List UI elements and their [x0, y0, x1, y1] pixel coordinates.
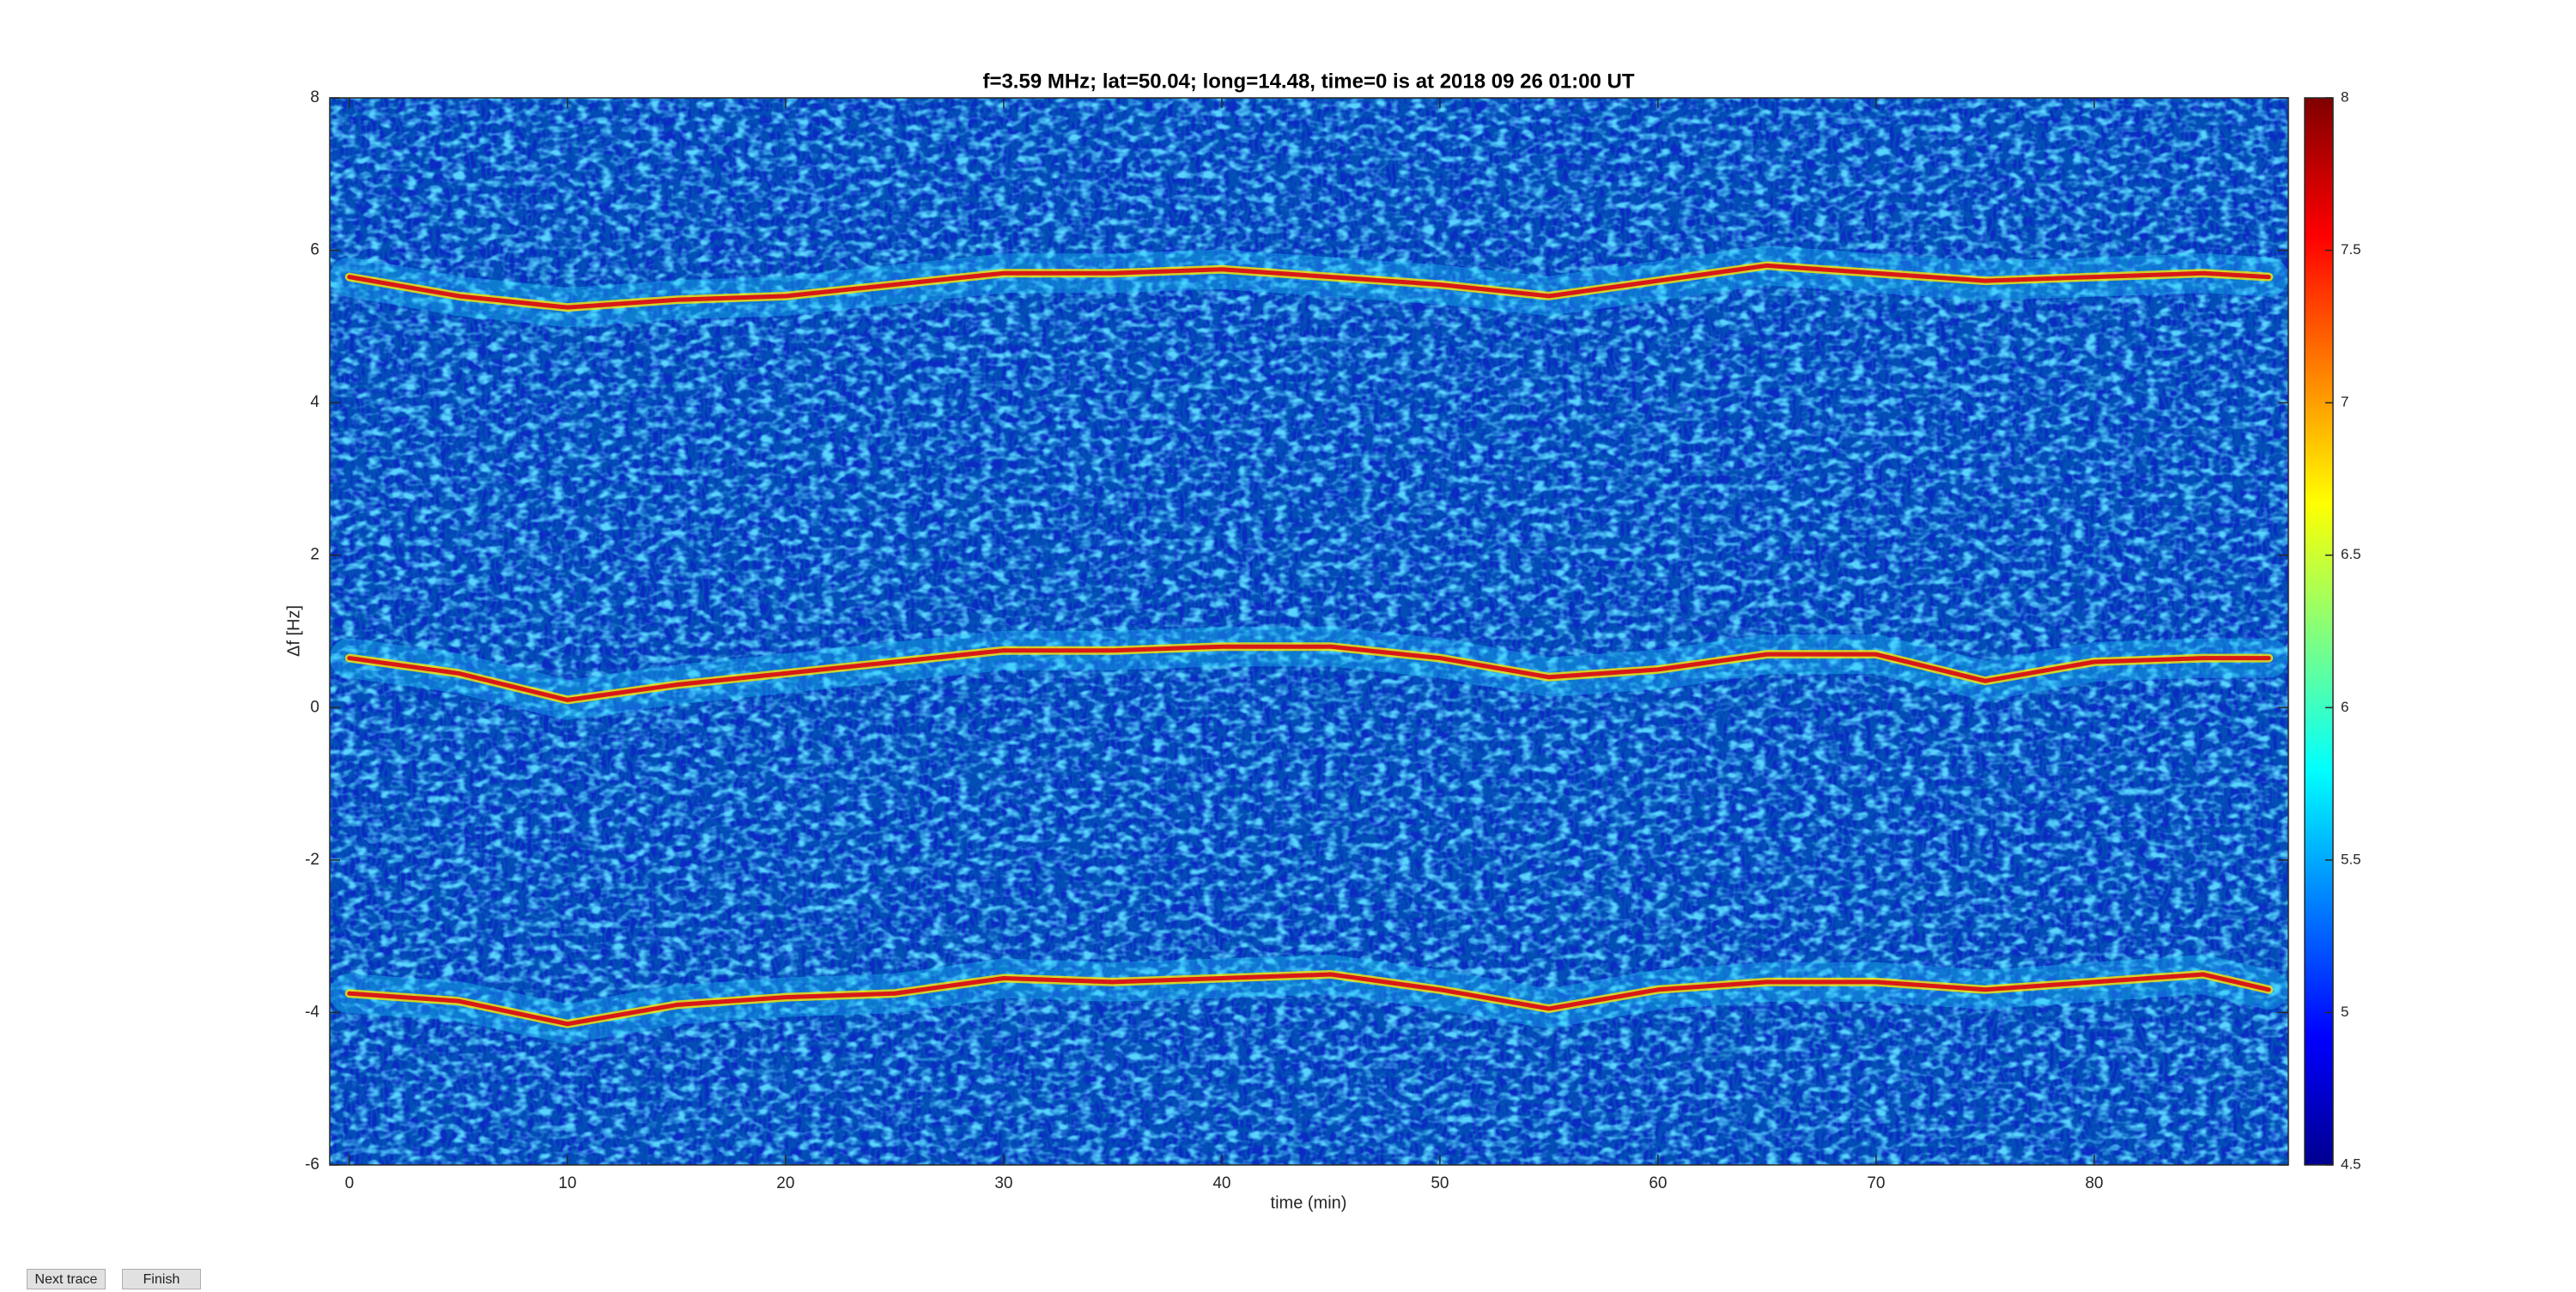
chart-title: f=3.59 MHz; lat=50.04; long=14.48, time=…	[982, 70, 1634, 93]
x-tick-label: 80	[2085, 1174, 2103, 1192]
y-tick-label: -6	[305, 1156, 319, 1174]
colorbar-tick-label: 7	[2341, 394, 2348, 410]
x-tick-label: 40	[1212, 1174, 1230, 1192]
y-tick-label: -4	[305, 1003, 319, 1021]
x-tick-label: 10	[558, 1174, 576, 1192]
trace-line	[347, 263, 2271, 310]
colorbar-tick-label: 5.5	[2341, 851, 2361, 867]
chart: f=3.59 MHz; lat=50.04; long=14.48, time=…	[284, 70, 2361, 1212]
colorbar-tick-label: 6.5	[2341, 546, 2361, 562]
x-tick-label: 70	[1867, 1174, 1885, 1192]
y-tick-label: -2	[305, 851, 319, 869]
y-tick-label: 2	[310, 546, 319, 564]
x-tick-label: 60	[1649, 1174, 1667, 1192]
colorbar-tick-label: 5	[2341, 1004, 2348, 1020]
y-axis-label: Δf [Hz]	[284, 605, 303, 657]
y-tick-label: 8	[310, 88, 319, 106]
trace-line	[347, 972, 2271, 1027]
x-tick-label: 30	[994, 1174, 1012, 1192]
colorbar-tick-label: 8	[2341, 88, 2348, 105]
x-tick-label: 0	[345, 1174, 355, 1192]
next-trace-button[interactable]: Next trace	[27, 1269, 106, 1289]
plot-frame	[329, 97, 2289, 1166]
colorbar	[2304, 97, 2334, 1166]
y-tick-label: 0	[310, 698, 319, 716]
x-tick-label: 50	[1431, 1174, 1449, 1192]
y-tick-label: 4	[310, 393, 319, 411]
x-axis-label: time (min)	[1271, 1193, 1347, 1212]
trace-line	[347, 644, 2271, 702]
y-tick-label: 6	[310, 241, 319, 259]
colorbar-tick-label: 6	[2341, 699, 2348, 715]
plot-area	[330, 246, 2288, 1044]
x-tick-label: 20	[776, 1174, 794, 1192]
colorbar-tick-label: 4.5	[2341, 1156, 2361, 1172]
colorbar-tick-label: 7.5	[2341, 241, 2361, 258]
finish-button[interactable]: Finish	[122, 1269, 201, 1289]
